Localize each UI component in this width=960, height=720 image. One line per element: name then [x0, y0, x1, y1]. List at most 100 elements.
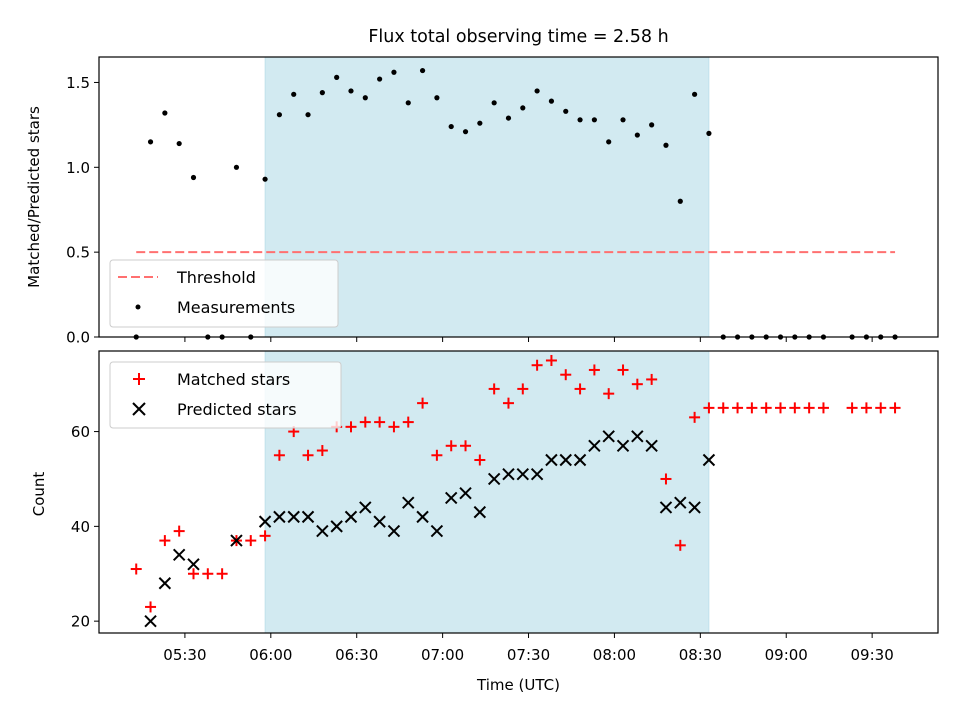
bottom-y-axis-ticks: 20 40 60: [71, 423, 99, 631]
measurement-point: [692, 91, 698, 97]
top-plot-frame: [98, 56, 939, 338]
bottom-y-tick-label: 60: [71, 423, 90, 441]
predicted-star-marker: [487, 472, 501, 486]
matched-star-marker: [889, 402, 901, 414]
top-y-axis-ticks: 0.0 0.5 1.0 1.5: [66, 74, 99, 347]
measurement-point: [190, 174, 197, 181]
matched-star-marker: [431, 449, 443, 461]
matched-star-marker: [703, 402, 715, 414]
predicted-star-marker: [659, 501, 673, 514]
legend-predicted-swatch: [132, 402, 146, 416]
top-x-axis-ticks: [184, 337, 873, 342]
measurement-point: [434, 95, 440, 101]
predicted-star-marker: [387, 524, 401, 538]
matched-star-marker: [460, 440, 472, 452]
matched-star-marker: [660, 473, 672, 485]
predicted-star-marker: [674, 496, 687, 509]
bottom-y-axis-label: Count: [30, 472, 48, 517]
matched-star-marker: [374, 416, 386, 428]
matched-star-marker: [631, 378, 643, 390]
predicted-star-marker: [359, 501, 372, 514]
matched-star-marker: [689, 411, 701, 423]
bottom-y-tick-label: 20: [71, 613, 90, 631]
matched-star-marker: [402, 416, 414, 428]
x-tick-label: 06:00: [249, 646, 292, 664]
measurement-point: [606, 139, 612, 145]
measurement-point: [591, 117, 597, 123]
matched-star-marker: [588, 364, 600, 376]
predicted-star-marker: [430, 524, 444, 538]
matched-star-marker: [817, 402, 829, 414]
matched-star-marker: [445, 440, 457, 452]
measurement-point: [405, 100, 411, 106]
matched-star-marker: [173, 525, 185, 537]
matched-star-marker: [574, 383, 586, 395]
measurement-point: [162, 110, 168, 116]
top-y-tick-label: 1.0: [66, 159, 90, 177]
predicted-star-marker: [301, 510, 315, 524]
top-legend: Threshold Measurements: [109, 259, 339, 328]
legend-measurement-swatch: [135, 304, 141, 310]
matched-star-marker: [646, 373, 658, 385]
predicted-star-marker: [559, 453, 572, 467]
matched-star-marker: [732, 402, 744, 414]
matched-star-marker: [517, 383, 529, 395]
measurement-point: [291, 91, 297, 97]
measurement-point: [334, 74, 340, 80]
predicted-star-marker: [588, 439, 601, 452]
top-panel: Flux total observing time = 2.58 h 0.00.…: [25, 27, 939, 347]
measurement-point: [534, 88, 540, 94]
predicted-star-marker: [616, 439, 630, 452]
measurement-point: [348, 88, 354, 94]
measurement-point: [262, 176, 268, 182]
predicted-star-marker: [316, 524, 329, 538]
x-axis-label: Time (UTC): [476, 676, 560, 694]
measurement-point: [577, 117, 583, 123]
measurement-point: [491, 100, 497, 106]
bottom-legend: Matched stars Predicted stars: [109, 361, 342, 429]
predicted-star-marker: [344, 510, 358, 524]
predicted-star-marker: [402, 496, 415, 509]
measurement-point: [462, 129, 469, 135]
x-tick-label: 07:30: [507, 646, 550, 664]
measurement-point: [391, 69, 397, 75]
matched-star-marker: [302, 449, 314, 461]
measurement-point: [448, 123, 454, 130]
matched-star-marker: [674, 539, 686, 551]
matched-star-marker: [860, 402, 872, 414]
predicted-star-marker: [258, 515, 272, 528]
measurement-point: [634, 132, 640, 138]
predicted-star-marker: [287, 510, 300, 524]
predicted-star-marker: [445, 491, 458, 505]
measurement-point: [362, 95, 368, 101]
matched-star-marker: [245, 535, 257, 547]
measurement-point: [305, 112, 311, 118]
predicted-star-marker: [172, 548, 186, 562]
matched-star-marker: [531, 359, 543, 371]
legend-measurement-label: Measurements: [177, 298, 295, 317]
bottom-plot-frame: [98, 350, 939, 634]
matched-star-marker: [273, 449, 285, 461]
predicted-star-marker: [187, 558, 200, 571]
predicted-star-marker: [502, 468, 515, 481]
x-tick-label: 09:30: [851, 646, 894, 664]
bottom-x-axis-ticks: 05:30 06:00 06:30 07:00 07:30 08:00 08:30 09:00…: [163, 633, 894, 664]
matched-star-marker: [617, 364, 629, 376]
matched-star-marker: [130, 563, 142, 575]
matched-star-marker: [202, 568, 214, 580]
predicted-star-marker: [144, 614, 157, 628]
matched-star-marker: [502, 397, 514, 409]
predicted-star-marker: [459, 486, 472, 500]
matched-star-marker: [359, 416, 371, 428]
matched-star-marker: [560, 369, 572, 381]
measurement-point: [319, 90, 325, 96]
top-y-tick-label: 0.0: [66, 329, 90, 347]
x-tick-label: 08:00: [593, 646, 636, 664]
predicted-star-marker: [158, 577, 172, 590]
top-y-tick-label: 1.5: [66, 74, 90, 92]
matched-star-marker: [789, 402, 801, 414]
measurement-point: [663, 142, 669, 148]
measurement-point: [649, 122, 655, 128]
measurement-point: [563, 108, 569, 114]
